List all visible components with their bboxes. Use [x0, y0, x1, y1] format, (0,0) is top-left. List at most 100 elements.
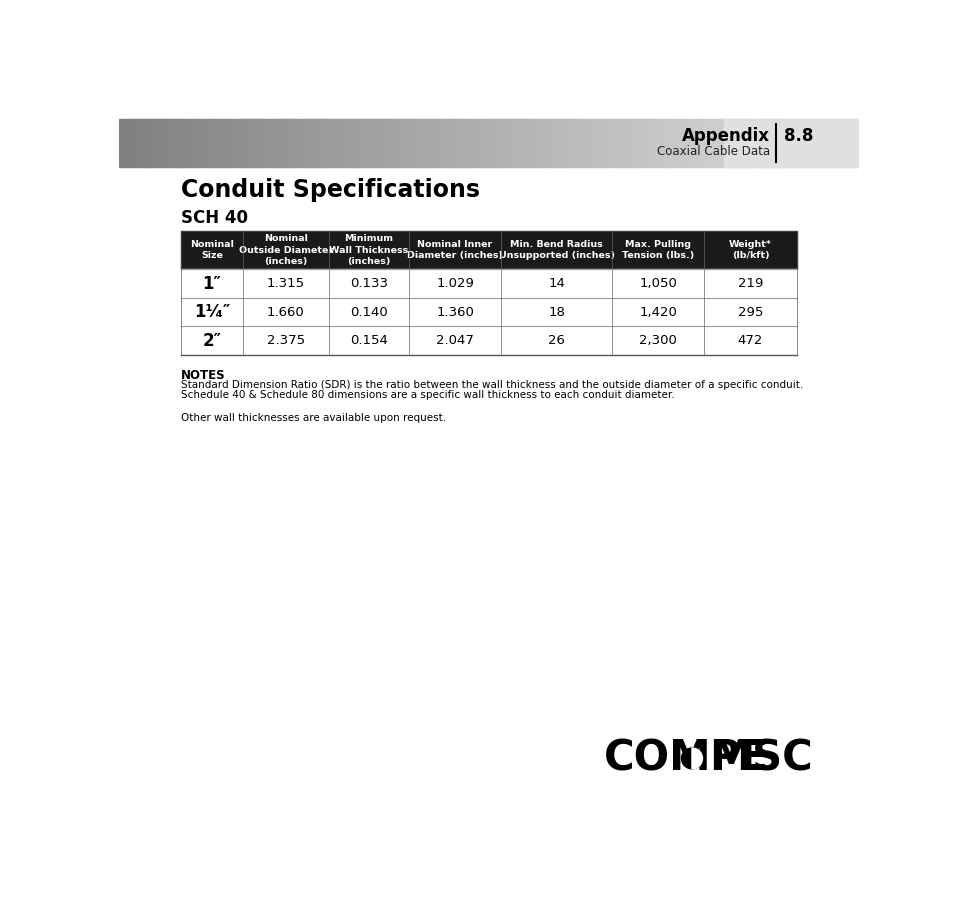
Bar	[755, 119, 758, 167]
Bar	[127, 119, 130, 167]
Bar	[614, 119, 618, 167]
Bar	[132, 119, 134, 167]
Bar	[213, 119, 216, 167]
Bar	[749, 119, 753, 167]
Bar	[587, 119, 590, 167]
Bar	[853, 119, 856, 167]
Text: SCH 40: SCH 40	[181, 209, 248, 227]
Bar	[500, 119, 504, 167]
Bar	[540, 119, 543, 167]
Text: 2.047: 2.047	[436, 334, 474, 348]
Bar	[478, 119, 482, 167]
Bar	[153, 119, 157, 167]
Bar	[791, 119, 795, 167]
Bar	[641, 119, 644, 167]
Bar	[471, 119, 475, 167]
Bar	[651, 119, 654, 167]
Bar	[618, 119, 622, 167]
Bar	[171, 119, 174, 167]
Bar	[813, 119, 817, 167]
Bar	[688, 119, 691, 167]
Bar	[230, 119, 233, 167]
Bar	[183, 119, 187, 167]
Bar	[803, 119, 807, 167]
Bar	[181, 298, 796, 327]
Text: NOTES: NOTES	[181, 369, 226, 382]
Bar	[516, 119, 518, 167]
Bar	[449, 119, 453, 167]
Bar	[828, 119, 831, 167]
Bar	[796, 119, 800, 167]
Text: Schedule 40 & Schedule 80 dimensions are a specific wall thickness to each condu: Schedule 40 & Schedule 80 dimensions are…	[181, 390, 674, 400]
Bar	[617, 119, 619, 167]
Bar	[582, 119, 585, 167]
Bar	[186, 119, 189, 167]
Bar	[764, 119, 767, 167]
Text: Min. Bend Radius
Unsupported (inches): Min. Bend Radius Unsupported (inches)	[498, 240, 614, 260]
Bar	[129, 119, 132, 167]
Text: 1,420: 1,420	[639, 305, 677, 319]
Bar	[334, 119, 336, 167]
Bar	[806, 119, 809, 167]
Bar	[461, 119, 464, 167]
Bar	[589, 119, 593, 167]
Text: Nominal
Outside Diameter
(inches): Nominal Outside Diameter (inches)	[238, 234, 333, 266]
Bar	[747, 119, 750, 167]
Bar	[520, 119, 523, 167]
Bar	[393, 119, 395, 167]
Text: Nominal Inner
Diameter (inches): Nominal Inner Diameter (inches)	[407, 240, 502, 260]
Bar	[267, 119, 270, 167]
Bar	[444, 119, 447, 167]
Text: Minimum
Wall Thickness
(inches): Minimum Wall Thickness (inches)	[329, 234, 408, 266]
Text: 1.360: 1.360	[436, 305, 474, 319]
Bar	[690, 119, 694, 167]
Bar	[355, 119, 358, 167]
Bar	[215, 119, 218, 167]
Bar	[225, 119, 228, 167]
Bar	[584, 119, 588, 167]
Bar	[301, 119, 305, 167]
Bar	[606, 119, 610, 167]
Bar	[338, 119, 341, 167]
Bar	[405, 119, 408, 167]
Bar	[559, 119, 563, 167]
Bar	[351, 119, 354, 167]
Bar	[735, 119, 738, 167]
Bar	[766, 119, 770, 167]
Bar	[570, 119, 573, 167]
Bar	[579, 119, 582, 167]
Bar	[245, 119, 248, 167]
Bar	[508, 119, 512, 167]
Bar	[282, 119, 285, 167]
Text: 8.8: 8.8	[783, 128, 813, 145]
Bar	[191, 119, 193, 167]
Bar	[262, 119, 265, 167]
Bar	[550, 119, 553, 167]
Bar	[678, 119, 681, 167]
Bar	[211, 119, 213, 167]
Text: 18: 18	[548, 305, 564, 319]
Bar	[152, 119, 154, 167]
Bar	[786, 119, 789, 167]
Bar	[665, 119, 669, 167]
Bar	[198, 119, 201, 167]
Bar	[659, 119, 661, 167]
Bar	[382, 119, 386, 167]
Bar	[648, 119, 652, 167]
Bar	[730, 119, 733, 167]
Bar	[715, 119, 719, 167]
Bar	[341, 119, 344, 167]
Bar	[836, 119, 839, 167]
Bar	[720, 119, 723, 167]
Bar	[553, 119, 556, 167]
Bar	[122, 119, 125, 167]
Bar	[673, 119, 677, 167]
Bar	[429, 119, 433, 167]
Text: 26: 26	[548, 334, 564, 348]
Bar	[518, 119, 521, 167]
Bar	[727, 119, 730, 167]
Bar	[181, 327, 796, 355]
Text: Other wall thicknesses are available upon request.: Other wall thicknesses are available upo…	[181, 413, 446, 424]
Bar	[476, 119, 479, 167]
Bar	[146, 119, 150, 167]
